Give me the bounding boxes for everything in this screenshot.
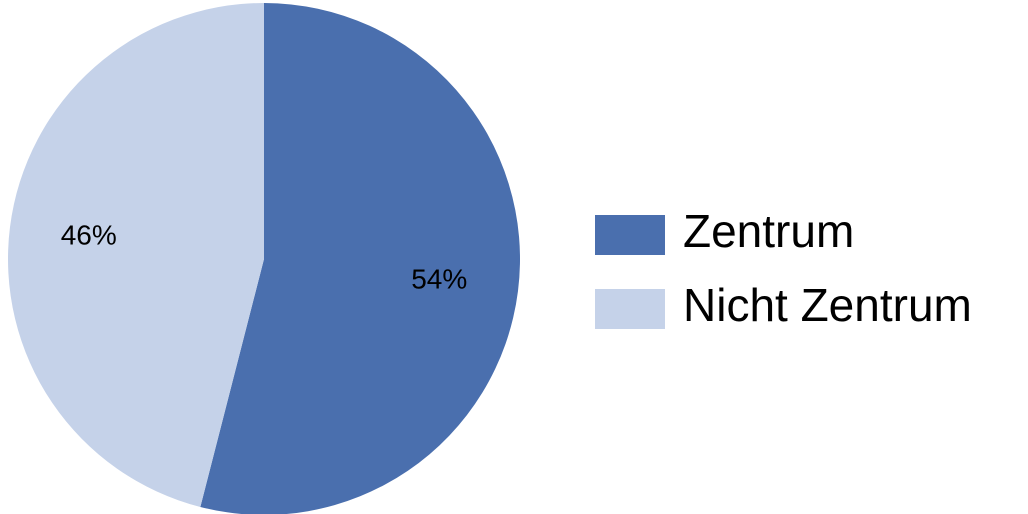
- legend-swatch: [595, 215, 665, 255]
- data-label: 46%: [61, 219, 117, 250]
- pie-slice: [8, 3, 264, 507]
- legend-label: Zentrum: [683, 205, 854, 257]
- pie-slice: [200, 3, 520, 514]
- legend-swatch: [595, 289, 665, 329]
- data-label: 54%: [411, 264, 467, 295]
- legend-label: Nicht Zentrum: [683, 279, 972, 331]
